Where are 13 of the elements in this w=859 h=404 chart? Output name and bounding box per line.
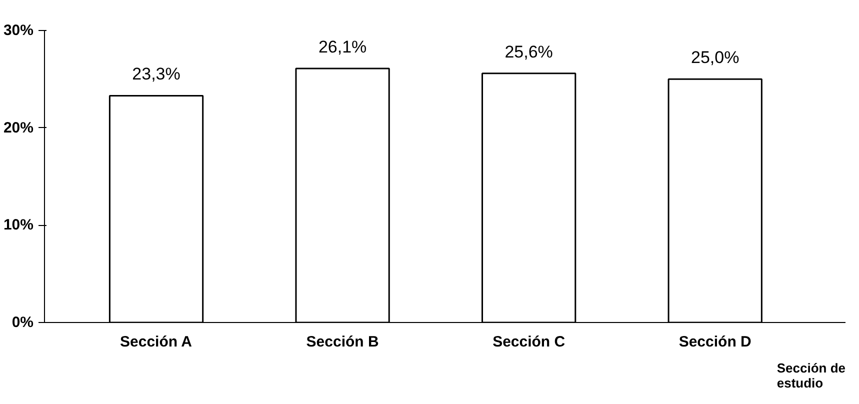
y-tick-label: 0% <box>12 314 34 331</box>
y-tick-label: 30% <box>3 22 34 39</box>
x-tick-label: Sección B <box>306 334 379 350</box>
x-axis-title: Sección de estudio <box>776 360 846 390</box>
y-tick-label: 10% <box>3 216 34 234</box>
data-label: 23,3% <box>132 64 180 84</box>
x-tick-label: Sección A <box>120 334 192 350</box>
data-label: 25,6% <box>504 42 553 62</box>
y-tick-label: 20% <box>3 119 34 136</box>
data-label: 25,0% <box>691 48 740 68</box>
x-tick-label: Sección C <box>492 334 566 350</box>
x-tick-label: Sección D <box>678 334 752 350</box>
data-label: 26,1% <box>318 37 367 56</box>
